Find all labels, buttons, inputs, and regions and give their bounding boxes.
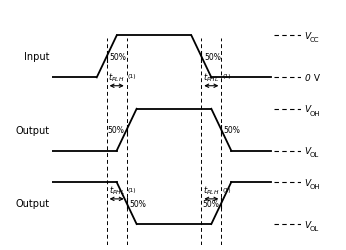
Text: 50%: 50% <box>224 126 241 135</box>
Text: OH: OH <box>310 183 320 189</box>
Text: 50%: 50% <box>204 53 221 62</box>
Text: 50%: 50% <box>129 199 146 208</box>
Text: V: V <box>305 32 311 41</box>
Text: OL: OL <box>310 225 319 231</box>
Text: (1): (1) <box>128 74 137 79</box>
Text: V: V <box>305 146 311 156</box>
Text: 50%: 50% <box>202 199 219 208</box>
Text: 0: 0 <box>305 74 310 82</box>
Text: (1): (1) <box>222 74 231 79</box>
Text: V: V <box>305 220 311 228</box>
Text: $t_{PHL}$: $t_{PHL}$ <box>109 184 125 196</box>
Text: $t_{PLH}$: $t_{PLH}$ <box>109 71 125 83</box>
Text: 50%: 50% <box>109 53 126 62</box>
Text: V: V <box>311 74 320 82</box>
Text: $t_{PHL}$: $t_{PHL}$ <box>203 71 219 83</box>
Text: Output: Output <box>15 125 49 135</box>
Text: V: V <box>305 105 311 114</box>
Text: CC: CC <box>310 37 319 43</box>
Text: Output: Output <box>15 198 49 208</box>
Text: Input: Input <box>24 52 49 62</box>
Text: OL: OL <box>310 152 319 158</box>
Text: 50%: 50% <box>107 126 124 135</box>
Text: $t_{PLH}$: $t_{PLH}$ <box>203 184 219 196</box>
Text: OH: OH <box>310 110 320 116</box>
Text: V: V <box>305 178 311 187</box>
Text: (1): (1) <box>222 187 231 192</box>
Text: (1): (1) <box>128 187 137 192</box>
